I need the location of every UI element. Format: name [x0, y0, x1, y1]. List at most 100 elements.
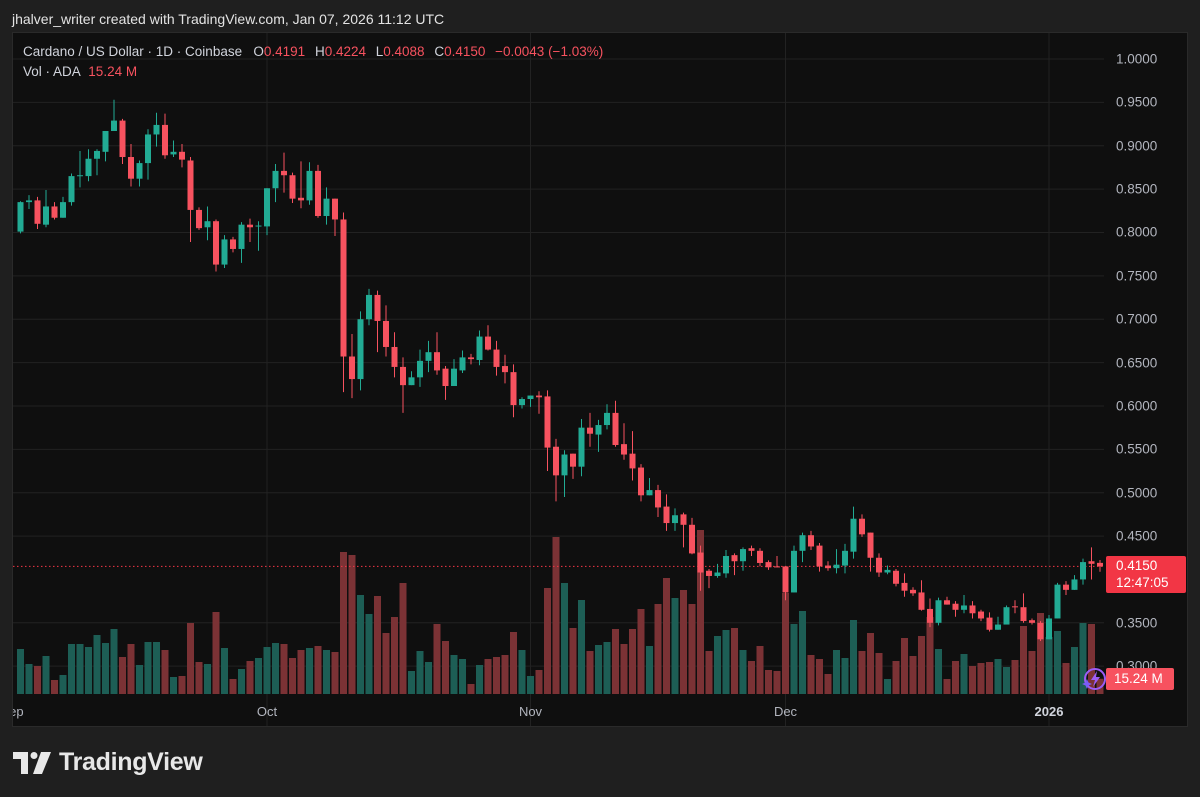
volume-value-label: 15.24 M [1106, 668, 1174, 690]
volume-bar [960, 654, 968, 694]
candle-down [748, 548, 755, 551]
volume-bar [442, 641, 449, 694]
candle-up [272, 170, 279, 189]
candle-up [850, 518, 857, 552]
candle-down [986, 617, 993, 630]
volume-bar [51, 680, 58, 694]
candle-up [102, 130, 109, 152]
candle-down [944, 600, 950, 605]
volume-bar [76, 644, 84, 694]
candle-down [570, 453, 576, 467]
candle-down [383, 320, 389, 347]
volume-bar [408, 671, 415, 694]
volume-bar [136, 665, 143, 694]
volume-bar [144, 642, 152, 694]
candlestick-chart[interactable] [13, 33, 1188, 727]
volume-bar [688, 604, 696, 694]
volume-bar [459, 659, 466, 694]
candle-down [893, 570, 899, 584]
candle-up [714, 572, 721, 576]
candle-down [187, 160, 194, 210]
candle-down [697, 552, 704, 573]
candle-down [502, 366, 508, 373]
price-tick-label: 0.8500 [1116, 181, 1158, 197]
tradingview-logo[interactable]: TradingView [13, 748, 203, 777]
chart-attribution: jhalver_writer created with TradingView.… [12, 11, 445, 27]
candle-down [34, 200, 41, 224]
volume-bar [807, 655, 815, 694]
volume-bar [943, 679, 951, 694]
volume-bar [178, 676, 186, 694]
volume-bar [467, 684, 475, 694]
volume-bar [884, 679, 891, 694]
price-tick-label: 0.4500 [1116, 528, 1158, 544]
volume-bar [569, 628, 577, 694]
symbol-title[interactable]: Cardano / US Dollar · 1D · Coinbase [23, 44, 243, 59]
price-tick-label: 1.0000 [1116, 51, 1158, 67]
candle-down [51, 206, 58, 218]
tradingview-logo-text: TradingView [59, 748, 203, 776]
volume-label[interactable]: Vol · ADA [23, 64, 81, 79]
volume-bar [952, 661, 959, 694]
low-value: 0.4088 [383, 44, 425, 59]
volume-bar [501, 655, 509, 694]
volume-bar [280, 644, 288, 694]
volume-bar [1096, 678, 1104, 694]
volume-bar [578, 600, 585, 694]
tradingview-logo-icon [13, 751, 51, 774]
volume-bar [841, 658, 849, 694]
volume-value: 15.24 M [88, 64, 138, 79]
candle-down [213, 221, 219, 265]
volume-bar [654, 604, 662, 694]
candle-down [765, 562, 772, 568]
volume-bar [399, 583, 407, 694]
volume-bar [637, 609, 645, 694]
candle-up [238, 224, 245, 249]
high-key: H [314, 44, 325, 59]
volume-bar [289, 658, 296, 694]
volume-bar [34, 666, 41, 694]
volume-bar [272, 643, 279, 694]
candle-up [561, 454, 568, 476]
volume-bar [765, 670, 772, 694]
candle-up [935, 600, 942, 623]
volume-bar [663, 578, 670, 694]
volume-bar [42, 656, 50, 694]
candle-down [340, 219, 347, 357]
candle-down [349, 356, 355, 380]
time-tick-label: Sep [13, 704, 24, 719]
candle-down [757, 550, 763, 563]
candle-up [408, 377, 415, 386]
volume-bar [714, 636, 721, 694]
candle-up [799, 535, 806, 551]
volume-bar [119, 657, 126, 694]
candle-up [451, 368, 457, 387]
volume-bar [646, 646, 653, 694]
candle-down [638, 467, 644, 496]
candle-down [867, 532, 874, 558]
candle-up [604, 412, 610, 426]
candle-down [315, 170, 321, 216]
candle-down [969, 605, 976, 614]
candle-down [247, 224, 253, 228]
last-price-label: 0.4150 12:47:05 [1106, 556, 1186, 593]
candle-down [1029, 620, 1035, 623]
candle-down [816, 545, 823, 567]
candle-up [884, 569, 891, 573]
candle-down [442, 368, 449, 387]
candle-down [663, 506, 670, 524]
chart-panel[interactable]: Cardano / US Dollar · 1D · Coinbase O0.4… [12, 32, 1188, 727]
volume-bar [229, 679, 237, 694]
volume-bar [510, 632, 517, 694]
lightning-icon[interactable] [1081, 666, 1107, 692]
candle-down [808, 535, 814, 547]
volume-bar [603, 642, 611, 694]
volume-bar [25, 664, 33, 694]
volume-bar [1088, 624, 1095, 694]
candle-down [485, 336, 491, 350]
candle-up [136, 163, 143, 179]
volume-bar [102, 643, 109, 694]
volume-bar [731, 628, 738, 694]
volume-legend: Vol · ADA 15.24 M [23, 64, 143, 79]
candle-up [833, 564, 840, 569]
